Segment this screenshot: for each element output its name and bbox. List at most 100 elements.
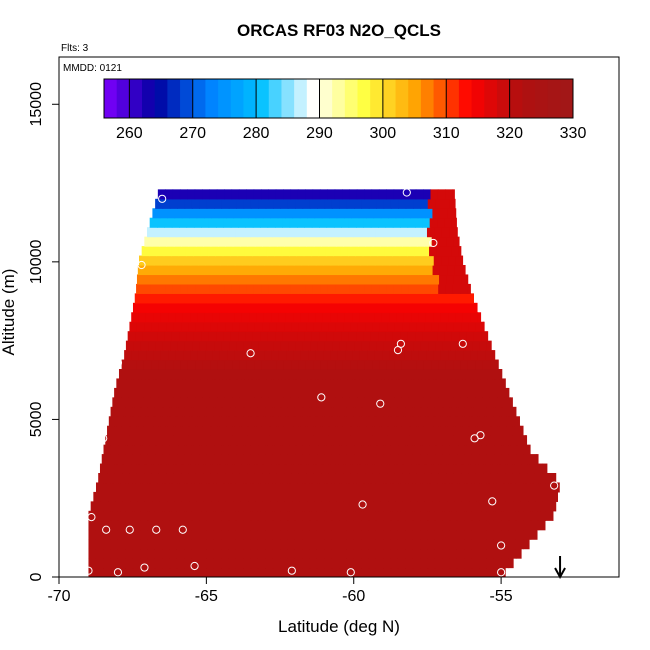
- heatmap-cell: [525, 501, 534, 512]
- heatmap-cell: [379, 425, 388, 436]
- heatmap-cell: [427, 548, 436, 559]
- heatmap-cell: [466, 397, 474, 408]
- heatmap-cell: [437, 217, 446, 228]
- heatmap-cell: [309, 510, 318, 521]
- heatmap-cell: [235, 482, 244, 493]
- heatmap-cell: [153, 378, 162, 389]
- heatmap-cell: [192, 369, 201, 380]
- heatmap-cell: [165, 283, 174, 294]
- heatmap-cell: [281, 397, 290, 408]
- heatmap-cell: [398, 482, 407, 493]
- heatmap-cell: [147, 302, 156, 313]
- heatmap-cell: [222, 397, 231, 408]
- heatmap-cell: [458, 293, 467, 304]
- heatmap-cell: [171, 397, 180, 408]
- heatmap-cell: [276, 283, 285, 294]
- heatmap-cell: [325, 369, 334, 380]
- heatmap-cell: [302, 520, 311, 531]
- heatmap-cell: [469, 491, 478, 502]
- heatmap-cell: [394, 236, 403, 247]
- heatmap-cell: [376, 198, 385, 209]
- x-tick-label: -55: [490, 588, 513, 605]
- location-marker: [554, 556, 566, 580]
- heatmap-cell: [261, 283, 270, 294]
- heatmap-cell: [307, 378, 316, 389]
- heatmap-cell: [272, 558, 281, 569]
- heatmap-cell: [453, 387, 462, 398]
- heatmap-cell: [262, 463, 271, 474]
- heatmap-cell: [184, 340, 193, 351]
- heatmap-cell: [470, 312, 479, 323]
- heatmap-cell: [370, 435, 379, 446]
- heatmap-cell: [350, 425, 359, 436]
- heatmap-cell: [459, 501, 468, 512]
- heatmap-cell: [243, 340, 252, 351]
- heatmap-cell: [156, 397, 165, 408]
- heatmap-cell: [112, 397, 121, 408]
- heatmap-cell: [118, 444, 127, 455]
- colorbar-swatch: [547, 79, 561, 118]
- heatmap-cell: [361, 529, 370, 540]
- heatmap-cell: [160, 416, 169, 427]
- heatmap-cell: [486, 340, 492, 351]
- heatmap-cell: [510, 397, 513, 408]
- heatmap-cell: [391, 369, 400, 380]
- heatmap-cell: [285, 208, 294, 219]
- heatmap-cell: [412, 510, 421, 521]
- heatmap-cell: [256, 416, 265, 427]
- heatmap-cell: [175, 312, 184, 323]
- heatmap-cell: [145, 265, 154, 276]
- heatmap-cell: [370, 246, 379, 257]
- heatmap-cell: [439, 274, 448, 285]
- heatmap-cell: [133, 369, 142, 380]
- heatmap-cell: [127, 435, 136, 446]
- heatmap-cell: [353, 548, 362, 559]
- heatmap-cell: [197, 255, 206, 266]
- heatmap-cell: [153, 350, 162, 361]
- heatmap-cell: [479, 567, 487, 577]
- heatmap-cell: [362, 246, 371, 257]
- heatmap-cell: [415, 331, 424, 342]
- heatmap-cell: [205, 350, 214, 361]
- heatmap-cell: [451, 331, 460, 342]
- heatmap-cell: [429, 246, 438, 257]
- heatmap-cell: [110, 529, 119, 540]
- observation-point: [99, 434, 108, 443]
- heatmap-cell: [234, 255, 243, 266]
- heatmap-cell: [245, 293, 254, 304]
- heatmap-cell: [217, 387, 226, 398]
- heatmap-cell: [364, 387, 373, 398]
- heatmap-cell: [184, 539, 193, 550]
- heatmap-cell: [353, 520, 362, 531]
- heatmap-cell: [383, 482, 392, 493]
- heatmap-cell: [379, 283, 388, 294]
- heatmap-cell: [449, 567, 458, 577]
- heatmap-cell: [262, 274, 271, 285]
- heatmap-cell: [328, 321, 337, 332]
- heatmap-cell: [418, 416, 427, 427]
- heatmap-cell: [402, 236, 411, 247]
- heatmap-cell: [257, 548, 266, 559]
- heatmap-cell: [433, 454, 442, 465]
- observation-point: [140, 563, 149, 572]
- colorbar-swatch: [268, 79, 282, 118]
- heatmap-cell: [159, 274, 168, 285]
- heatmap-cell: [227, 350, 236, 361]
- heatmap-cell: [467, 283, 471, 294]
- heatmap-cell: [175, 350, 184, 361]
- heatmap-cell: [369, 340, 378, 351]
- heatmap-cell: [280, 567, 289, 577]
- heatmap-cell: [285, 416, 294, 427]
- heatmap-cell: [181, 491, 190, 502]
- heatmap-cell: [413, 340, 422, 351]
- heatmap-cell: [499, 378, 506, 389]
- heatmap-cell: [436, 397, 445, 408]
- heatmap-cell: [372, 387, 380, 398]
- heatmap-cell: [214, 340, 223, 351]
- heatmap-cell: [503, 435, 512, 446]
- heatmap-cell: [247, 236, 256, 247]
- heatmap-cell: [248, 416, 257, 427]
- heatmap-cell: [221, 198, 230, 209]
- heatmap-cell: [218, 265, 227, 276]
